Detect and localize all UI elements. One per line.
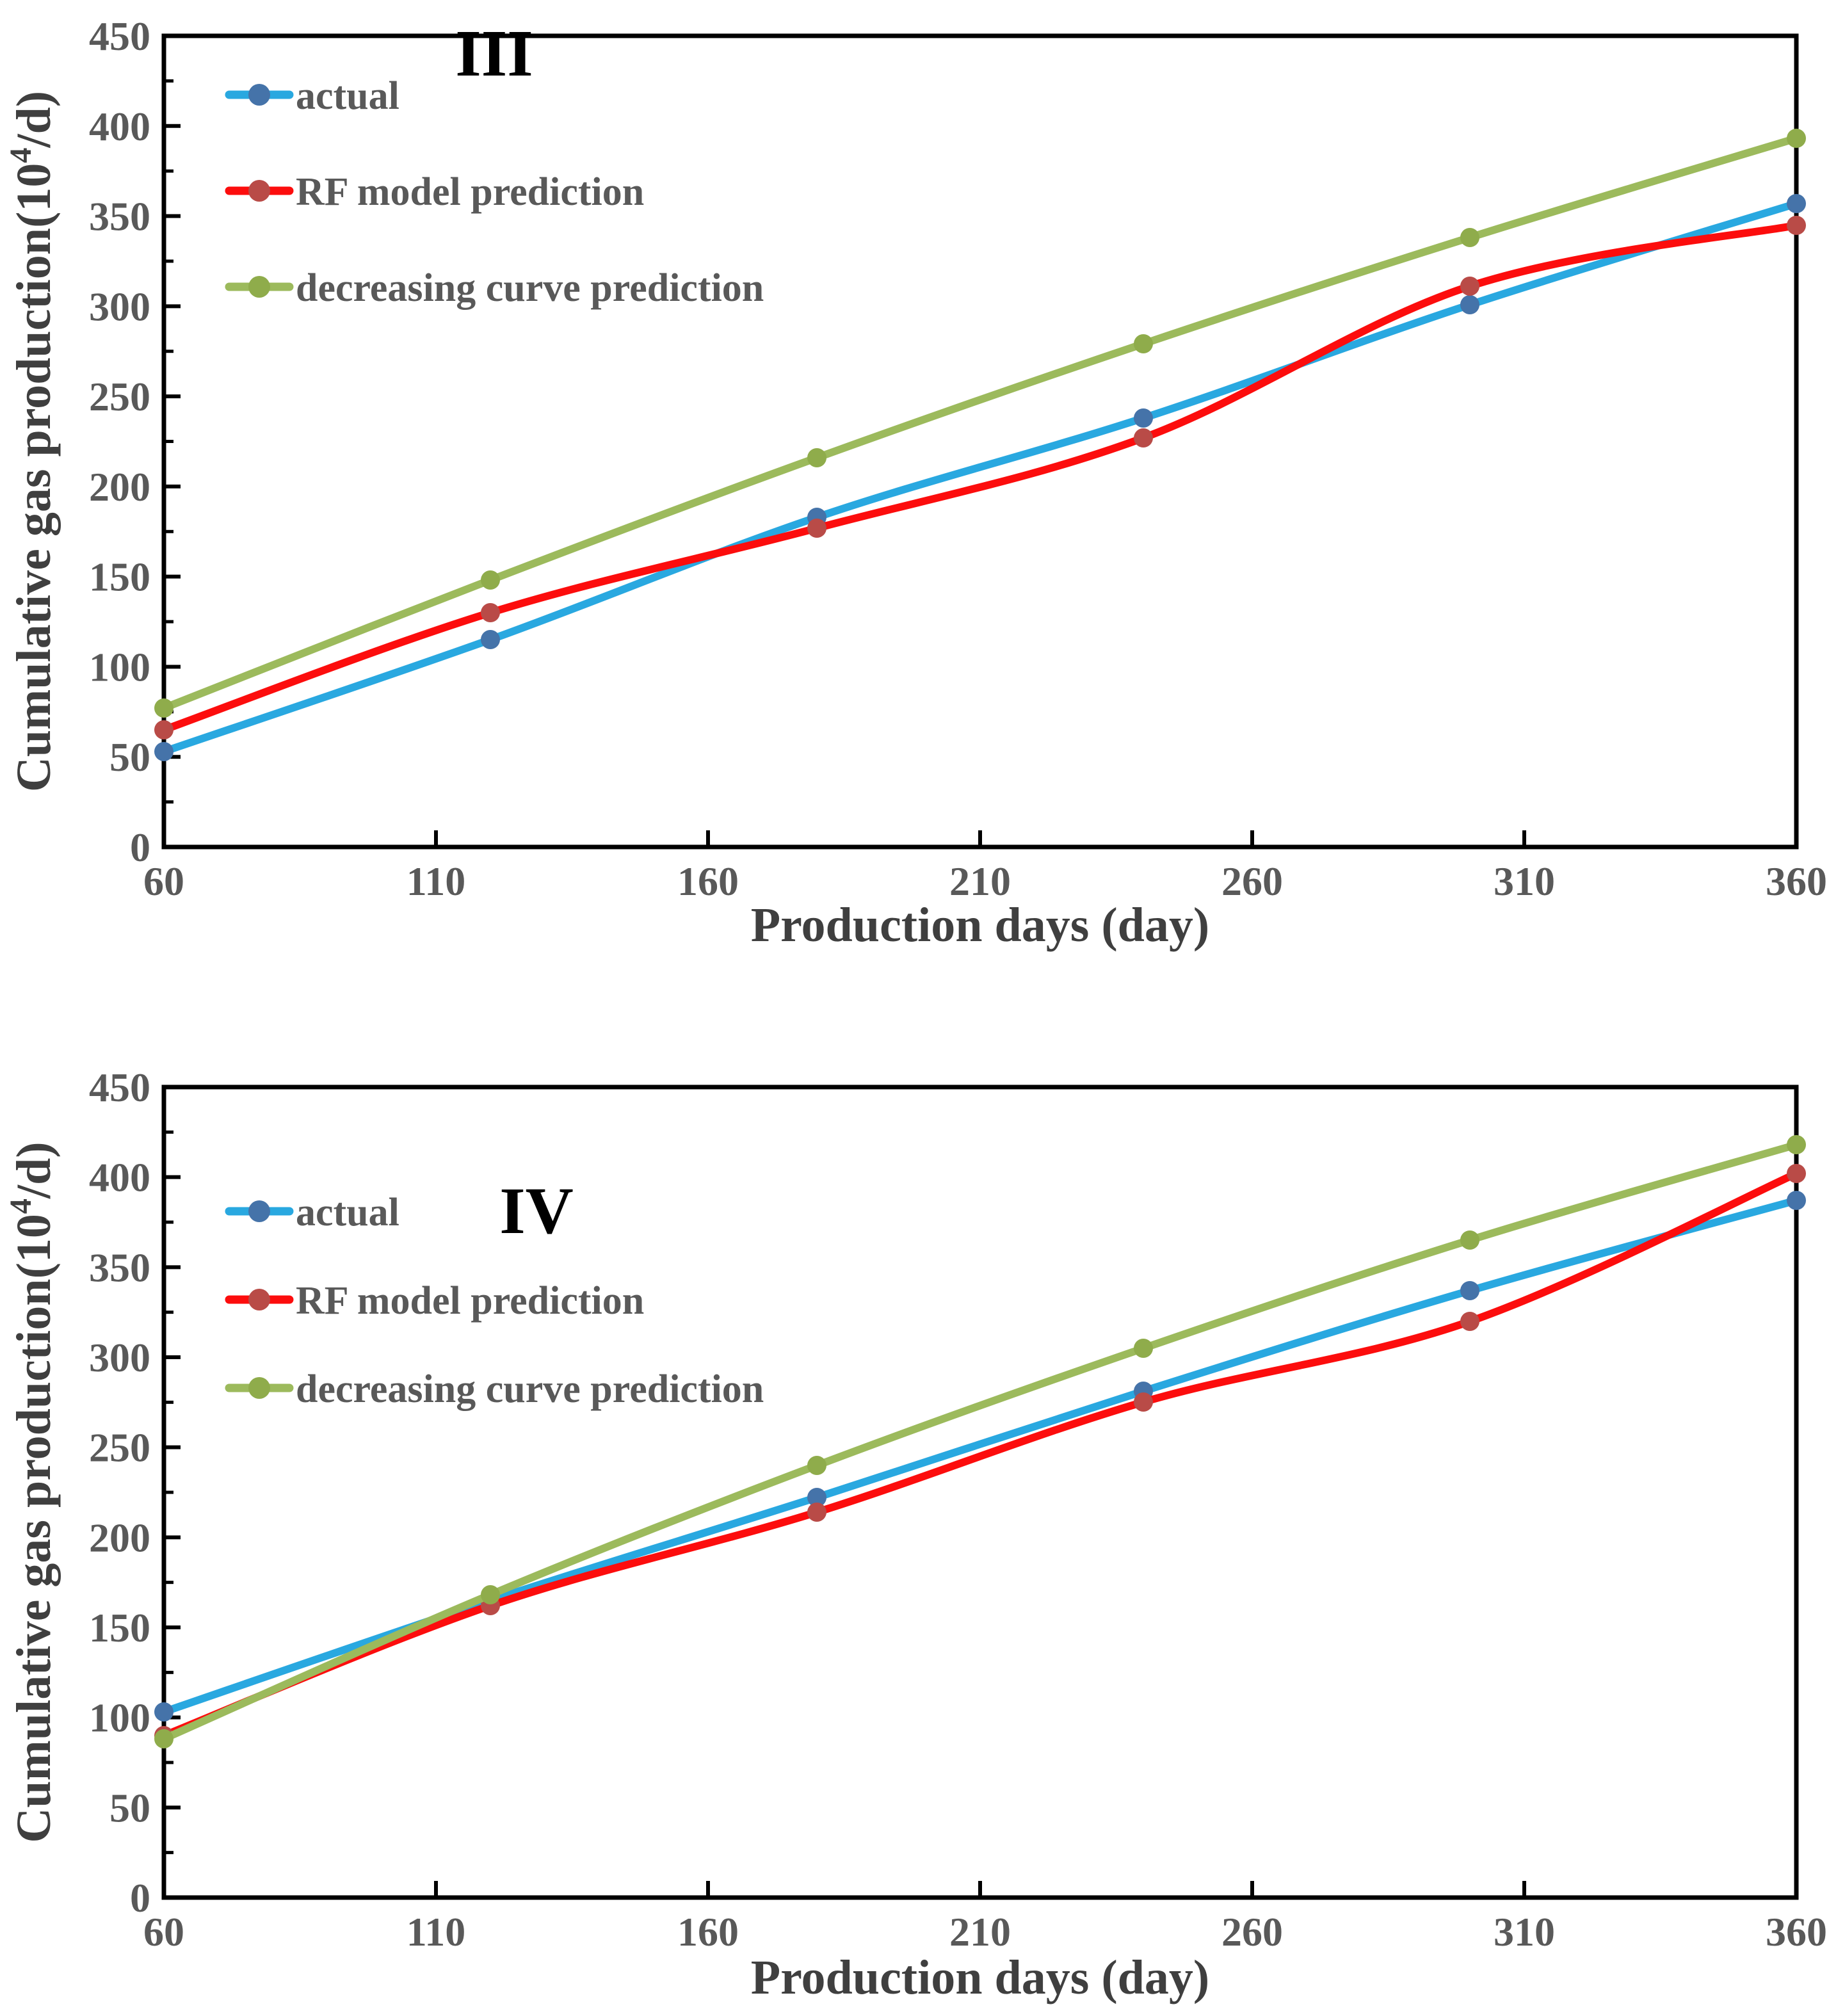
x-tick-label: 260	[1221, 859, 1283, 904]
series-marker-0	[807, 1488, 826, 1507]
y-tick-label: 150	[89, 554, 150, 600]
y-tick-label: 350	[89, 1245, 150, 1290]
series-marker-2	[481, 570, 500, 590]
series-marker-1	[1134, 428, 1153, 448]
x-tick-label: 60	[143, 1909, 184, 1955]
y-tick-label: 400	[89, 104, 150, 149]
x-tick-label: 260	[1221, 1909, 1283, 1955]
series-marker-0	[154, 1702, 173, 1722]
series-marker-1	[1787, 216, 1806, 235]
series-marker-1	[807, 1503, 826, 1522]
x-tick-label: 310	[1494, 859, 1555, 904]
series-marker-1	[481, 603, 500, 622]
y-tick-label: 450	[89, 13, 150, 59]
x-tick-label: 210	[949, 859, 1011, 904]
series-marker-2	[1787, 129, 1806, 148]
y-tick-label: 200	[89, 1515, 150, 1560]
series-marker-2	[1787, 1135, 1806, 1154]
series-marker-2	[1134, 1339, 1153, 1358]
x-tick-label: 60	[143, 859, 184, 904]
plot-border	[161, 33, 1799, 850]
y-tick-label: 400	[89, 1155, 150, 1200]
x-tick-label: 110	[407, 859, 465, 904]
y-axis-title: Cumulative gas production(104/d)	[4, 91, 61, 792]
series-line-2	[160, 134, 1800, 712]
series-marker-1	[807, 519, 826, 538]
y-tick-label: 300	[89, 284, 150, 329]
legend-marker-swatch	[248, 1200, 270, 1222]
series-marker-1	[1134, 1392, 1153, 1412]
series-marker-0	[481, 630, 500, 649]
y-tick-label: 300	[89, 1335, 150, 1380]
line-chart-iv: 0 50 100 150 200 250 300 350 400 450 60 110 160 210 26…	[4, 1065, 1827, 2004]
legend-label: decreasing curve prediction	[296, 1367, 764, 1411]
y-tick-label: 50	[109, 734, 150, 780]
y-tick-label: 50	[109, 1785, 150, 1830]
legend-marker-swatch	[248, 180, 270, 202]
legend-label: decreasing curve prediction	[296, 266, 764, 310]
legend-marker-swatch	[248, 84, 270, 106]
series-marker-0	[1460, 1281, 1479, 1300]
series-line-1	[160, 222, 1800, 734]
y-tick-label: 0	[130, 1875, 150, 1921]
series-marker-2	[807, 448, 826, 467]
series-line-2	[160, 1141, 1800, 1743]
x-axis-title: Production days (day)	[751, 898, 1209, 952]
series-marker-0	[1787, 1191, 1806, 1210]
line-chart-iii: 0 50 100 150 200 250 300 350 400 450 60 110 160 210 26…	[4, 13, 1827, 952]
legend-marker-swatch	[248, 1289, 270, 1310]
legend-marker-swatch	[248, 1377, 270, 1399]
y-tick-label: 450	[89, 1065, 150, 1110]
chart-title: III	[455, 17, 533, 90]
x-axis-title: Production days (day)	[751, 1951, 1209, 2004]
series-marker-1	[154, 720, 173, 739]
x-tick-label: 360	[1766, 859, 1827, 904]
y-tick-label: 100	[89, 1695, 150, 1741]
y-tick-label: 100	[89, 644, 150, 689]
series-marker-2	[1134, 334, 1153, 353]
y-tick-label: 0	[130, 825, 150, 870]
y-tick-label: 250	[89, 374, 150, 419]
y-tick-label: 250	[89, 1425, 150, 1471]
series-marker-2	[807, 1456, 826, 1475]
x-tick-label: 310	[1494, 1909, 1555, 1955]
series-marker-1	[1787, 1164, 1806, 1183]
series-marker-0	[1460, 295, 1479, 314]
series-marker-0	[1787, 194, 1806, 213]
series-marker-2	[154, 698, 173, 718]
y-tick-label: 200	[89, 464, 150, 510]
x-tick-label: 210	[949, 1909, 1011, 1955]
x-tick-label: 110	[407, 1909, 465, 1955]
series-marker-0	[1134, 408, 1153, 428]
y-axis-title: Cumulative gas production(104/d)	[4, 1141, 61, 1843]
legend-label: actual	[296, 1191, 399, 1234]
series-marker-2	[154, 1729, 173, 1748]
plot-border	[161, 1085, 1799, 1900]
x-tick-label: 160	[677, 859, 739, 904]
y-tick-label: 150	[89, 1605, 150, 1650]
y-tick-label: 350	[89, 194, 150, 239]
series-marker-0	[154, 742, 173, 761]
x-tick-label: 160	[677, 1909, 739, 1955]
series-marker-2	[1460, 228, 1479, 247]
legend-marker-swatch	[248, 276, 270, 298]
legend-label: RF model prediction	[296, 170, 644, 214]
series-marker-1	[1460, 277, 1479, 296]
x-tick-label: 360	[1766, 1909, 1827, 1955]
series-marker-2	[1460, 1230, 1479, 1250]
series-marker-1	[1460, 1312, 1479, 1331]
legend-label: RF model prediction	[296, 1279, 644, 1323]
series-line-1	[160, 1170, 1800, 1739]
series-marker-2	[481, 1585, 500, 1604]
legend-label: actual	[296, 74, 399, 118]
chart-title: IV	[499, 1174, 574, 1248]
series-line-0	[160, 200, 1800, 755]
